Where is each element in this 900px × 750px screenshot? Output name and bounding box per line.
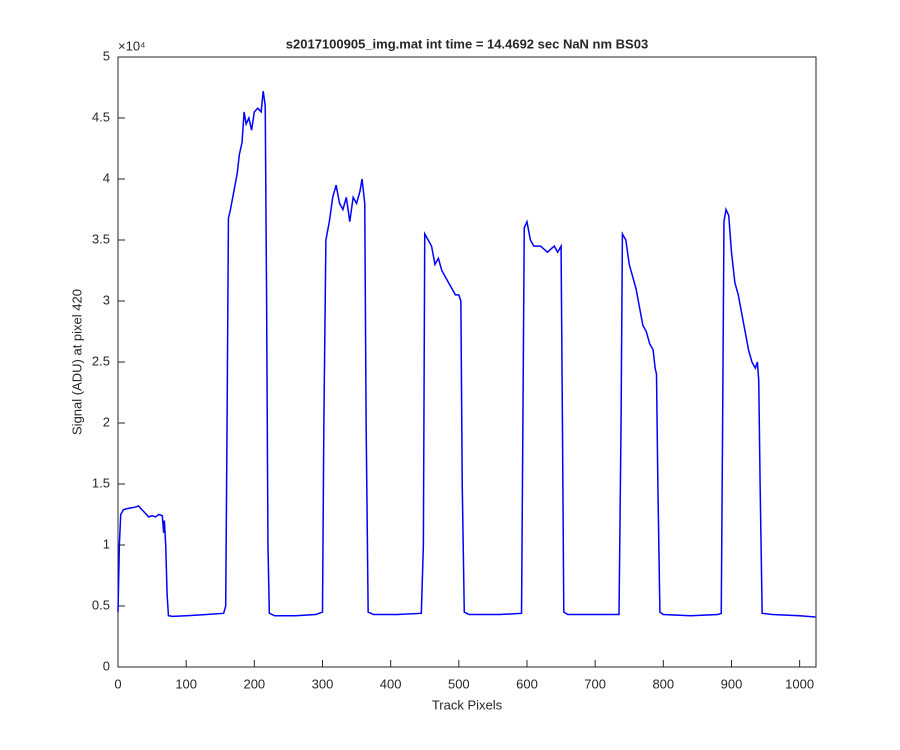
x-tick-label: 800 [652, 676, 674, 691]
x-tick-label: 900 [721, 676, 743, 691]
x-tick-label: 200 [243, 676, 265, 691]
y-exponent: ×10⁴ [118, 38, 146, 53]
y-tick-label: 3 [103, 292, 110, 307]
y-tick-label: 1 [103, 536, 110, 551]
y-tick-label: 4 [103, 170, 110, 185]
y-tick-label: 3.5 [92, 231, 110, 246]
y-tick-label: 5 [103, 48, 110, 63]
y-tick-label: 0.5 [92, 597, 110, 612]
x-tick-label: 700 [584, 676, 606, 691]
x-tick-label: 600 [516, 676, 538, 691]
x-tick-label: 0 [114, 676, 121, 691]
y-tick-label: 1.5 [92, 475, 110, 490]
x-axis-label: Track Pixels [432, 697, 503, 712]
y-tick-label: 2.5 [92, 353, 110, 368]
y-tick-label: 4.5 [92, 109, 110, 124]
x-tick-label: 400 [380, 676, 402, 691]
y-tick-label: 0 [103, 658, 110, 673]
y-tick-label: 2 [103, 414, 110, 429]
plot-box [117, 56, 817, 668]
x-tick-label: 1000 [785, 676, 814, 691]
y-axis-label: Signal (ADU) at pixel 420 [69, 289, 84, 435]
data-line [117, 91, 816, 618]
chart-title: s2017100905_img.mat int time = 14.4692 s… [286, 36, 648, 51]
x-tick-label: 300 [312, 676, 334, 691]
x-tick-label: 500 [448, 676, 470, 691]
x-tick-label: 100 [175, 676, 197, 691]
